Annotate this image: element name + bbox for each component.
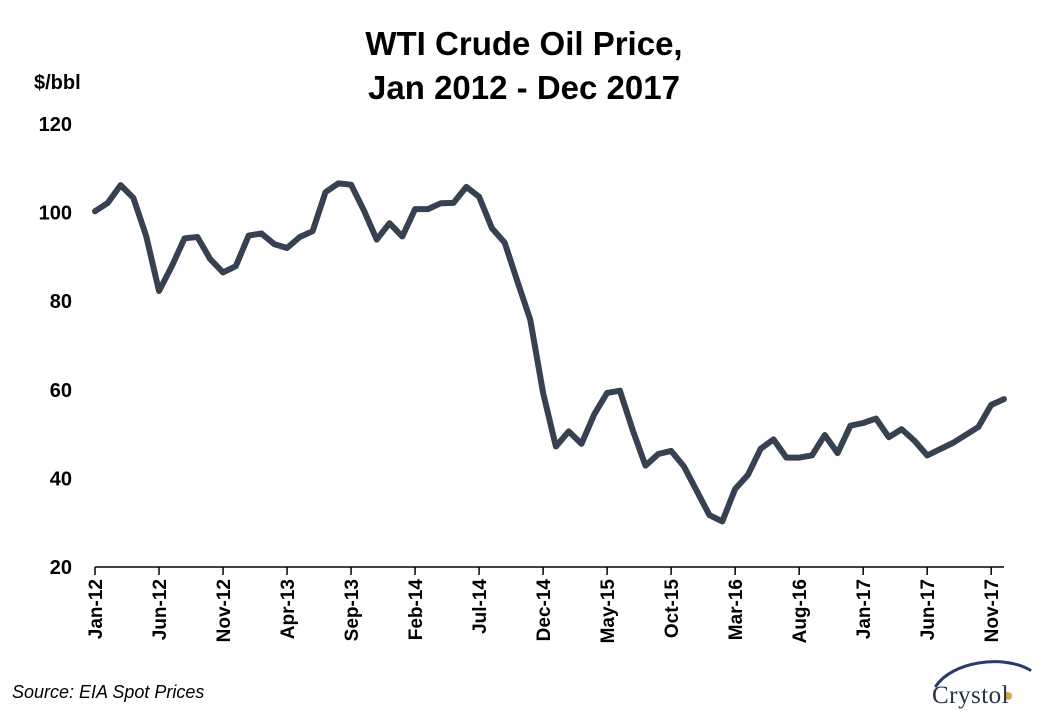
- chart-title-line1: WTI Crude Oil Price,: [365, 25, 683, 62]
- source-note: Source: EIA Spot Prices: [12, 682, 205, 702]
- y-axis: 20 40 60 80 100 120: [39, 114, 72, 579]
- x-axis: Jan-12 Jun-12 Nov-12 Apr-13 Sep-13 Feb-14 Jul-…: [86, 566, 1004, 644]
- chart-title: WTI Crude Oil Price, Jan 2012 - Dec 2017: [0, 22, 1048, 110]
- x-tick-label: Oct-15: [662, 579, 683, 639]
- x-tick-label: Jul-14: [470, 579, 491, 634]
- x-tick-label: Feb-14: [406, 579, 427, 641]
- chart-title-line2: Jan 2012 - Dec 2017: [368, 69, 680, 106]
- series-line: [92, 180, 1007, 525]
- y-tick-label: 100: [39, 203, 72, 225]
- y-tick-label: 40: [50, 468, 72, 490]
- x-tick-label: Apr-13: [278, 579, 299, 639]
- x-tick-label: Sep-13: [342, 579, 363, 641]
- x-tick-label: Jun-17: [918, 579, 939, 640]
- x-tick-label: Mar-16: [726, 579, 747, 640]
- logo-swoosh-icon: [934, 660, 1032, 700]
- y-tick-label: 80: [50, 291, 72, 313]
- x-tick-label: Dec-14: [534, 579, 555, 642]
- x-tick-label: Jan-12: [86, 579, 107, 639]
- y-tick-label: 60: [50, 380, 72, 402]
- series-layer: [92, 180, 1007, 525]
- x-tick-label: Nov-17: [982, 579, 1003, 642]
- x-tick-label: Nov-12: [214, 579, 235, 642]
- x-tick-label: Jun-12: [150, 579, 171, 640]
- logo-text: Crystol: [932, 682, 1010, 709]
- y-axis-label: $/bbl: [34, 72, 81, 94]
- crystol-logo: Crystol: [922, 652, 1042, 714]
- y-tick-label: 20: [50, 557, 72, 579]
- x-tick-label: May-15: [598, 579, 619, 644]
- x-tick-label: Jan-17: [854, 579, 875, 639]
- x-tick-label: Aug-16: [790, 579, 811, 643]
- y-tick-label: 120: [39, 114, 72, 136]
